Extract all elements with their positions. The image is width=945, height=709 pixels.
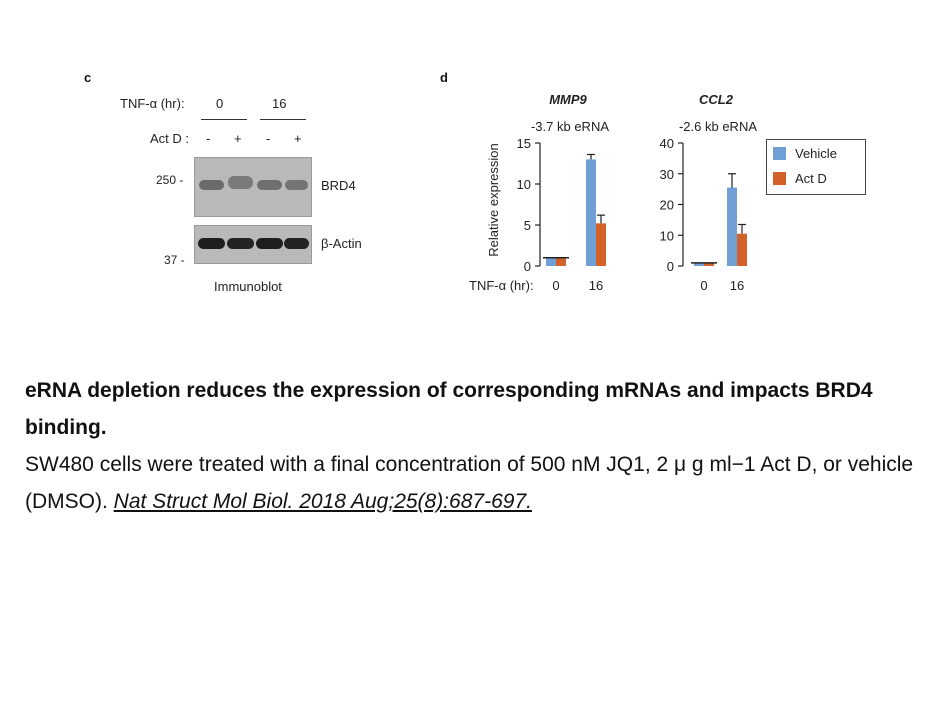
bar-act-d [596,223,606,266]
charts-layer: MMP9 -3.7 kb eRNA 0 5 10 15 0 16 CCL2 -2.6 kb eRN… [517,92,758,293]
x-tick-label: 0 [700,278,707,293]
chart-subtitle: -2.6 kb eRNA [679,119,757,134]
y-tick-label: 5 [524,218,531,233]
actd-label: Act D : [150,131,190,146]
y-tick-label: 0 [667,259,674,274]
x-tick-label: 16 [589,278,603,293]
y-tick-label: 20 [660,198,674,213]
x-tick-label: 0 [552,278,559,293]
bar-charts: Relative expression MMP9 -3.7 kb eRNA 0 5 10… [469,92,758,293]
group-line-0 [201,119,247,120]
y-tick-label: 15 [517,136,531,151]
bar-act-d [556,257,566,266]
actd-sign-1: - [206,131,211,146]
bar-act-d [704,262,714,266]
blot-band [256,238,283,249]
legend: Vehicle Act D [766,139,866,195]
time-0-label: 0 [216,96,224,111]
blot-band [257,180,282,190]
actd-sign-3: - [266,131,271,146]
legend-swatch-vehicle [773,147,786,160]
blot-band [198,238,225,249]
legend-swatch-actd [773,172,786,185]
chart-title: MMP9 [549,92,587,107]
actin-blot [194,225,312,264]
tnf-axis-label: TNF-α (hr): [469,278,534,293]
chart-subtitle: -3.7 kb eRNA [531,119,609,134]
y-tick-label: 10 [660,228,674,243]
figure-caption: eRNA depletion reduces the expression of… [25,372,935,520]
y-tick-label: 10 [517,177,531,192]
y-tick-label: 30 [660,167,674,182]
panel-c-letter: c [84,70,92,85]
blot-band [227,238,254,249]
time-16-label: 16 [272,96,287,111]
blot-band [284,238,309,249]
blot-band [199,180,224,190]
tnf-label: TNF-α (hr): [120,96,185,111]
bar-vehicle [694,262,704,266]
bar-vehicle [727,187,737,266]
caption-title: eRNA depletion reduces the expression of… [25,379,873,439]
legend-label-actd: Act D [795,171,827,186]
actd-sign-4: + [294,131,302,146]
y-axis-label: Relative expression [486,143,501,256]
legend-label-vehicle: Vehicle [795,146,837,161]
chart-title: CCL2 [699,92,734,107]
y-tick-label: 40 [660,136,674,151]
brd4-blot [194,157,312,217]
mw-37-label: 37 - [164,253,185,267]
actin-band-label: β-Actin [321,236,362,251]
group-line-16 [260,119,306,120]
bar-act-d [737,233,747,266]
caption-body: SW480 cells were treated with a final co… [25,446,935,520]
figure: c TNF-α (hr): 0 16 Act D : - + - + 250 -… [0,0,945,330]
panel-d-letter: d [440,70,448,85]
y-tick-label: 0 [524,259,531,274]
caption-text: SW480 cells were treated with a final co… [25,453,914,513]
mw-250-label: 250 - [156,173,184,187]
bar-vehicle [586,159,596,266]
brd4-band-label: BRD4 [321,178,356,193]
bar-vehicle [546,257,556,266]
x-tick-label: 16 [730,278,744,293]
blot-band [228,176,253,189]
actd-sign-2: + [234,131,242,146]
citation-link[interactable]: Nat Struct Mol Biol. 2018 Aug;25(8):687-… [113,490,532,513]
immunoblot-label: Immunoblot [214,279,282,294]
blot-band [285,180,308,190]
